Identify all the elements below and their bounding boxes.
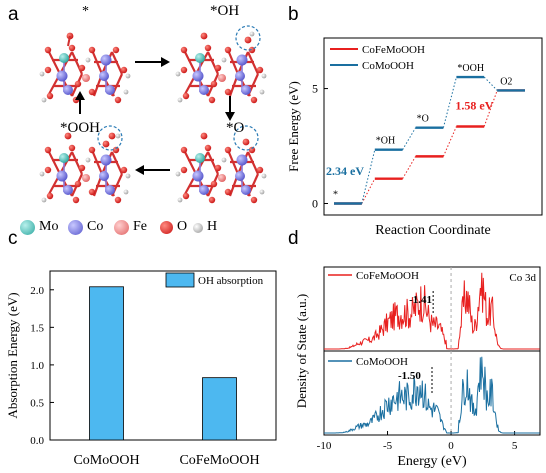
x-tick-label-comoooh: CoMoOOH [73, 453, 139, 468]
x-axis-label: Reaction Coordinate [375, 223, 490, 238]
structure-ooh [38, 125, 132, 205]
dos-curve-comoooh [324, 356, 540, 434]
plot-frame [49, 270, 277, 441]
y-tick-label: 1.5 [30, 322, 44, 334]
o-atom-icon [160, 221, 173, 234]
d-band-center-label-cofemoooh: -1.41 [409, 294, 432, 306]
h-atom-icon [193, 223, 203, 233]
free-energy-chart: 0 5 Free Energy (eV) Reaction Coordinate * *O… [286, 37, 543, 238]
bar-cofemoooh [202, 377, 237, 441]
y-axis-label: Absorption Energy (eV) [5, 292, 20, 418]
step-label--oh: *OH [376, 136, 395, 147]
y-tick-label: 0.5 [30, 397, 44, 409]
x-tick-label: 5 [512, 440, 518, 452]
legend-label-oh-absorption: OH absorption [198, 275, 264, 287]
panel-c-letter: c [8, 228, 18, 249]
connector-cofemoooh [442, 126, 457, 157]
atom-legend: Mo Co Fe O H [20, 218, 282, 238]
annotation-comoooh-barrier: 2.34 eV [326, 164, 364, 178]
x-tick-label: 0 [448, 440, 454, 452]
legend-label-fe: Fe [133, 219, 147, 234]
mo-atom-icon [20, 220, 35, 235]
legend-label-h: H [207, 219, 218, 234]
d-band-center-label-comoooh: -1.50 [398, 370, 421, 382]
y-tick-label: 0 [312, 197, 318, 211]
panel-a-letter: a [8, 4, 19, 25]
panel-d-letter: d [288, 228, 299, 249]
x-tick-label-cofemoooh: CoFeMoOOH [179, 453, 259, 468]
y-tick-label: 0.0 [30, 435, 44, 447]
step-label--: * [333, 190, 338, 201]
step-label--ooh: *OOH [457, 63, 484, 74]
plot-frame [323, 37, 543, 216]
connector-cofemoooh [483, 90, 498, 127]
step-label-o2: O2 [500, 76, 512, 87]
panel-b-letter: b [288, 4, 299, 25]
legend-label-mo: Mo [39, 219, 59, 234]
state-label-o: *O [226, 120, 245, 136]
legend-swatch-oh-absorption [165, 272, 195, 288]
fe-atom-icon [114, 220, 129, 235]
legend-label-comoooh: CoMoOOH [356, 356, 408, 368]
connector-comoooh [483, 76, 498, 91]
structure-o [174, 125, 268, 205]
dos-chart: -10 -5 0 5 Energy (eV) Density of State (a.u.… [294, 266, 541, 469]
y-axis-label: Density of State (a.u.) [294, 294, 309, 408]
structure-bare [38, 32, 132, 105]
connector-comoooh [402, 127, 417, 150]
legend-label-cofemoooh: CoFeMoOOH [362, 44, 425, 56]
absorption-energy-chart: 0.0 0.5 1.0 1.5 2.0 Absorption Energy (eV) CoM… [5, 270, 277, 468]
step-label--o: *O [417, 114, 429, 125]
catalytic-cycle-diagram [38, 25, 268, 205]
state-label-bare: * [82, 4, 89, 19]
y-axis-label: Free Energy (eV) [286, 81, 301, 172]
cycle-arrows [75, 57, 235, 175]
structure-oh [174, 25, 268, 105]
corner-label: Co 3d [509, 272, 536, 284]
x-tick-label: -5 [383, 440, 393, 452]
y-tick-label: 5 [312, 82, 318, 96]
x-tick-label: -10 [317, 440, 332, 452]
state-label-oh: *OH [210, 3, 240, 19]
co-atom-icon [68, 220, 83, 235]
legend-label-comoooh: CoMoOOH [362, 60, 414, 72]
dos-curve-cofemoooh [324, 272, 540, 350]
connector-cofemoooh [402, 156, 417, 179]
connector-comoooh [361, 149, 376, 204]
state-label-ooh: *OOH [60, 120, 100, 136]
y-tick-label: 2.0 [30, 285, 44, 297]
legend-label-co: Co [87, 219, 104, 234]
bar-comoooh [89, 286, 124, 441]
legend-label-o: O [177, 219, 188, 234]
annotation-cofemoooh-barrier: 1.58 eV [455, 98, 493, 112]
y-tick-label: 1.0 [30, 360, 44, 372]
x-axis-label: Energy (eV) [397, 454, 467, 469]
legend-label-cofemoooh: CoFeMoOOH [356, 270, 419, 282]
connector-cofemoooh [361, 178, 376, 204]
